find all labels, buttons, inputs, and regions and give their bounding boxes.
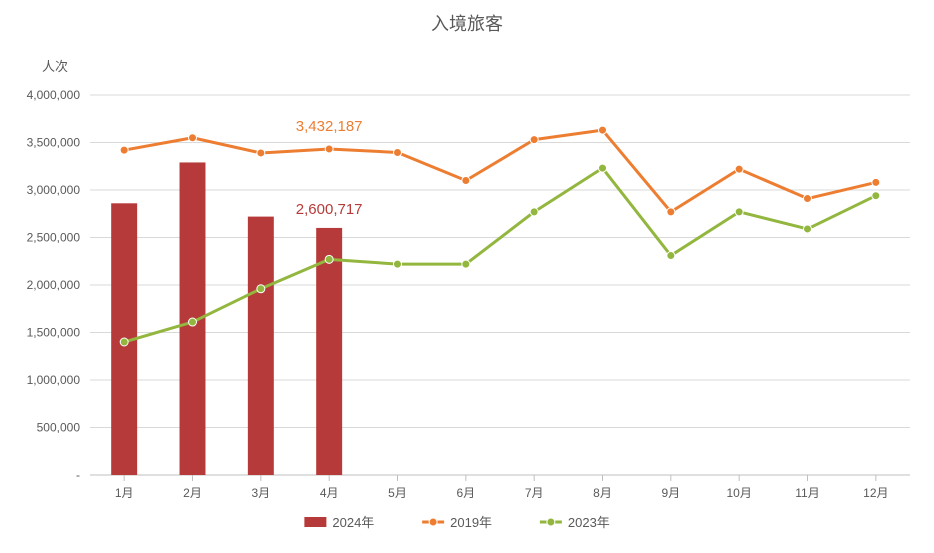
x-tick-label: 5月 xyxy=(388,486,407,500)
marker-2019年 xyxy=(530,136,538,144)
marker-2023年 xyxy=(189,318,197,326)
legend-swatch-bar xyxy=(304,517,326,527)
marker-2019年 xyxy=(599,126,607,134)
marker-2019年 xyxy=(735,165,743,173)
marker-2023年 xyxy=(599,164,607,172)
tourism-chart: 入境旅客人次 - 500,000 1,000,000 1,500,000 2,000,00… xyxy=(0,0,934,553)
y-tick-label: 3,500,000 xyxy=(27,136,81,150)
marker-2019年 xyxy=(462,177,470,185)
y-tick-label: 1,000,000 xyxy=(27,373,81,387)
legend-label: 2024年 xyxy=(332,515,374,530)
y-tick-label: 4,000,000 xyxy=(27,88,81,102)
x-tick-label: 1月 xyxy=(115,486,134,500)
marker-2019年 xyxy=(872,178,880,186)
legend-label: 2023年 xyxy=(568,515,610,530)
chart-svg: 入境旅客人次 - 500,000 1,000,000 1,500,000 2,000,00… xyxy=(0,0,934,553)
data-label: 3,432,187 xyxy=(296,118,363,135)
marker-2019年 xyxy=(667,208,675,216)
marker-2023年 xyxy=(530,208,538,216)
y-tick-label: 1,500,000 xyxy=(27,326,81,340)
x-tick-label: 7月 xyxy=(525,486,544,500)
marker-2023年 xyxy=(325,255,333,263)
marker-2023年 xyxy=(804,225,812,233)
marker-2023年 xyxy=(394,260,402,268)
y-tick-label: 2,000,000 xyxy=(27,278,81,292)
marker-2019年 xyxy=(804,195,812,203)
bar-2024 xyxy=(248,217,274,475)
marker-2019年 xyxy=(189,134,197,142)
x-tick-label: 12月 xyxy=(863,486,888,500)
marker-2019年 xyxy=(120,146,128,154)
y-axis-label: 人次 xyxy=(42,59,68,74)
x-tick-label: 11月 xyxy=(795,486,819,500)
marker-2023年 xyxy=(667,252,675,260)
data-label: 2,600,717 xyxy=(296,201,363,218)
x-tick-label: 2月 xyxy=(183,486,202,500)
marker-2019年 xyxy=(394,148,402,156)
marker-2019年 xyxy=(257,149,265,157)
x-tick-label: 4月 xyxy=(320,486,339,500)
marker-2023年 xyxy=(462,260,470,268)
y-tick-label: 2,500,000 xyxy=(27,231,81,245)
x-tick-label: 9月 xyxy=(661,486,680,500)
chart-title: 入境旅客 xyxy=(431,14,503,34)
marker-2023年 xyxy=(735,208,743,216)
y-tick-label: 500,000 xyxy=(37,421,81,435)
marker-2023年 xyxy=(120,338,128,346)
marker-2019年 xyxy=(325,145,333,153)
x-tick-label: 6月 xyxy=(456,486,475,500)
bar-2024 xyxy=(316,228,342,475)
legend-swatch-marker xyxy=(547,518,555,526)
x-tick-label: 3月 xyxy=(251,486,270,500)
x-tick-label: 10月 xyxy=(726,486,751,500)
legend-label: 2019年 xyxy=(450,515,492,530)
y-tick-label: 3,000,000 xyxy=(27,183,81,197)
chart-bg xyxy=(0,0,934,553)
marker-2023年 xyxy=(257,285,265,293)
legend-swatch-marker xyxy=(429,518,437,526)
y-tick-label: - xyxy=(76,468,80,482)
marker-2023年 xyxy=(872,192,880,200)
x-tick-label: 8月 xyxy=(593,486,612,500)
